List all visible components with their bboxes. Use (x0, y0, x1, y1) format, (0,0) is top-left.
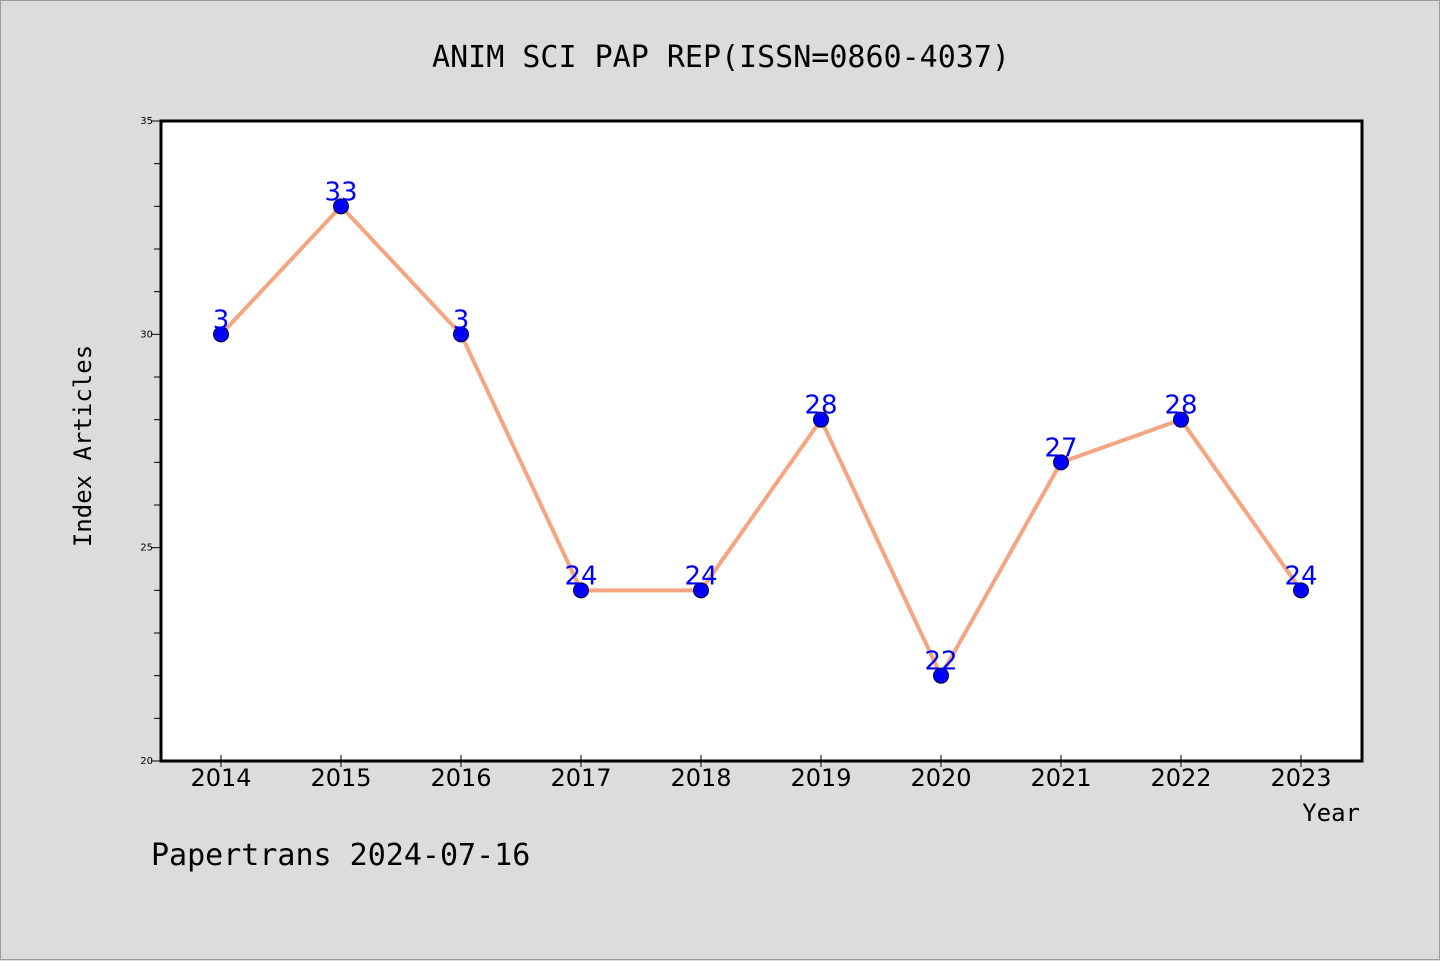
data-label: 33 (324, 177, 357, 207)
data-point (933, 667, 949, 684)
x-tick-label: 2019 (790, 764, 851, 792)
data-point (453, 326, 469, 343)
chart-title: ANIM SCI PAP REP(ISSN=0860-4037) (432, 40, 1010, 75)
x-tick-label: 2020 (910, 764, 971, 792)
data-label: 3 (453, 305, 470, 335)
plot-area (159, 119, 1364, 763)
x-tick-label: 2021 (1030, 764, 1091, 792)
y-axis: 20 25 30 35 (140, 116, 161, 767)
series-line (219, 204, 1303, 678)
data-point (1173, 411, 1189, 428)
data-point (693, 582, 709, 599)
data-label: 3 (213, 305, 230, 335)
data-point (333, 198, 349, 215)
data-label: 22 (924, 647, 957, 677)
data-point (1053, 454, 1069, 471)
y-tick-label: 25 (140, 543, 153, 554)
data-point (813, 411, 829, 428)
y-tick-label: 30 (140, 329, 153, 340)
data-label: 28 (1164, 391, 1197, 421)
data-label: 27 (1044, 433, 1077, 463)
data-label: 24 (684, 561, 717, 591)
data-point (1293, 582, 1309, 599)
data-label: 24 (1284, 561, 1317, 591)
x-tick-label: 2015 (310, 764, 371, 792)
y-tick-label: 35 (140, 116, 153, 127)
data-point (213, 326, 229, 343)
y-tick-label: 20 (140, 756, 153, 767)
x-tick-label: 2022 (1150, 764, 1211, 792)
y-axis-label: Index Articles (69, 345, 97, 547)
data-label: 24 (564, 561, 597, 591)
footer-credit: Papertrans 2024-07-16 (151, 838, 530, 873)
data-label: 28 (804, 391, 837, 421)
x-tick-label: 2017 (550, 764, 611, 792)
x-axis-label: Year (1302, 799, 1360, 827)
x-axis: 2014 2015 2016 2017 2018 2019 2020 2021 2022 2023 (190, 755, 1332, 792)
x-tick-label: 2018 (670, 764, 731, 792)
data-point (573, 582, 589, 599)
x-tick-label: 2014 (190, 764, 251, 792)
x-tick-label: 2016 (430, 764, 491, 792)
x-tick-label: 2023 (1270, 764, 1331, 792)
